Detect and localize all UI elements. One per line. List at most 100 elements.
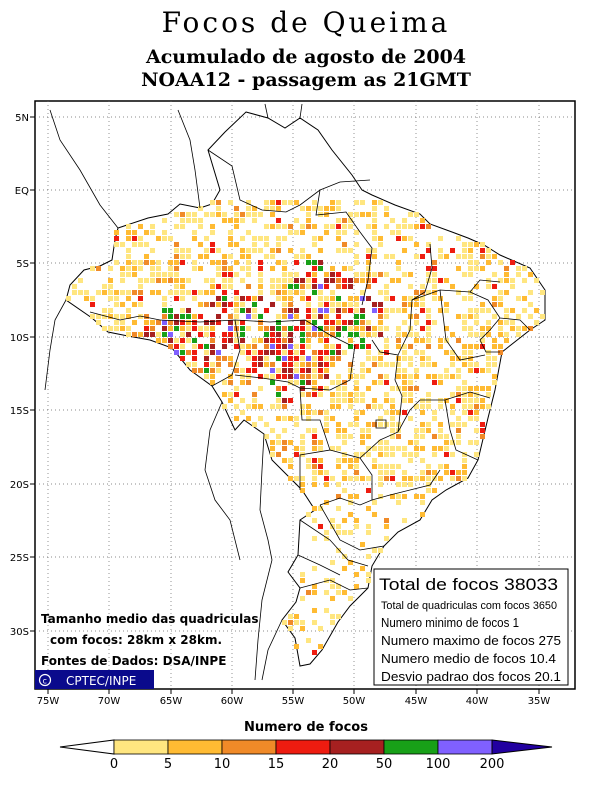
fire-cell bbox=[414, 338, 419, 343]
fire-cell bbox=[312, 272, 317, 277]
fire-cell bbox=[378, 404, 383, 409]
fire-cell bbox=[414, 242, 419, 247]
lon-label: 45W bbox=[405, 696, 428, 707]
fire-cell bbox=[348, 338, 353, 343]
fire-cell bbox=[354, 296, 359, 301]
brazil-outline bbox=[65, 111, 546, 667]
fire-cell bbox=[426, 356, 431, 361]
fire-cell bbox=[198, 206, 203, 211]
fire-cell bbox=[306, 428, 311, 433]
fire-cell bbox=[336, 320, 341, 325]
fire-cell bbox=[276, 200, 281, 205]
fire-cell bbox=[108, 284, 113, 289]
fire-cell bbox=[246, 248, 251, 253]
fire-cell bbox=[198, 344, 203, 349]
fire-cell bbox=[534, 320, 539, 325]
fire-cell bbox=[396, 368, 401, 373]
fire-cell bbox=[366, 368, 371, 373]
fire-cell bbox=[396, 332, 401, 337]
fire-cell bbox=[408, 296, 413, 301]
fire-cell bbox=[372, 464, 377, 469]
fire-cell bbox=[240, 344, 245, 349]
fire-cell bbox=[468, 398, 473, 403]
fire-cell bbox=[174, 350, 179, 355]
fire-cell bbox=[426, 266, 431, 271]
fire-cell bbox=[366, 224, 371, 229]
fire-cell bbox=[192, 230, 197, 235]
fire-cell bbox=[300, 392, 305, 397]
fire-cell bbox=[330, 560, 335, 565]
fire-cell bbox=[240, 320, 245, 325]
fire-cell bbox=[510, 308, 515, 313]
fire-cell bbox=[252, 422, 257, 427]
fire-cell bbox=[378, 416, 383, 421]
fire-cell bbox=[294, 356, 299, 361]
fire-cell bbox=[360, 542, 365, 547]
fire-cell bbox=[402, 398, 407, 403]
fire-cell bbox=[90, 266, 95, 271]
fire-cell bbox=[510, 320, 515, 325]
fire-cell bbox=[288, 356, 293, 361]
fire-cell bbox=[270, 302, 275, 307]
legend-swatch bbox=[167, 739, 223, 755]
fire-cell bbox=[420, 254, 425, 259]
fire-cell bbox=[258, 290, 263, 295]
fire-cell bbox=[474, 452, 479, 457]
fire-cell bbox=[210, 224, 215, 229]
fire-cell bbox=[330, 308, 335, 313]
fire-cell bbox=[264, 422, 269, 427]
fire-cell bbox=[336, 350, 341, 355]
fire-cell bbox=[222, 272, 227, 277]
fire-cell bbox=[444, 350, 449, 355]
fire-cell bbox=[288, 614, 293, 619]
fire-cell bbox=[336, 428, 341, 433]
fire-cell bbox=[240, 350, 245, 355]
fire-cell bbox=[240, 296, 245, 301]
fire-cell bbox=[252, 302, 257, 307]
fire-cell bbox=[426, 290, 431, 295]
fire-cell bbox=[372, 302, 377, 307]
fire-cell bbox=[462, 476, 467, 481]
fire-cell bbox=[240, 236, 245, 241]
fire-cell bbox=[222, 278, 227, 283]
fire-cell bbox=[372, 278, 377, 283]
fire-cell bbox=[192, 296, 197, 301]
fire-cell bbox=[186, 278, 191, 283]
fire-cell bbox=[342, 218, 347, 223]
fire-cell bbox=[282, 302, 287, 307]
fire-cell bbox=[270, 404, 275, 409]
fire-cell bbox=[384, 524, 389, 529]
fire-cell bbox=[462, 404, 467, 409]
fire-cell bbox=[360, 440, 365, 445]
fire-cell bbox=[270, 338, 275, 343]
fire-cell bbox=[174, 248, 179, 253]
legend-tick-label: 0 bbox=[110, 757, 118, 772]
fire-cell bbox=[186, 350, 191, 355]
fire-cell bbox=[348, 362, 353, 367]
fire-cell bbox=[258, 320, 263, 325]
fire-cell bbox=[378, 236, 383, 241]
fire-cell bbox=[438, 374, 443, 379]
fire-cell bbox=[414, 212, 419, 217]
fire-cell bbox=[324, 314, 329, 319]
fire-cell bbox=[456, 422, 461, 427]
fire-cell bbox=[330, 350, 335, 355]
fire-cell bbox=[246, 416, 251, 421]
fire-cell bbox=[144, 260, 149, 265]
fire-cell bbox=[156, 338, 161, 343]
fire-cell bbox=[234, 320, 239, 325]
fire-cell bbox=[354, 272, 359, 277]
fire-cell bbox=[336, 482, 341, 487]
fire-cell bbox=[264, 236, 269, 241]
fire-cell bbox=[366, 578, 371, 583]
fire-cell bbox=[204, 344, 209, 349]
map-subtitle-period: Acumulado de agosto de 2004 bbox=[145, 46, 467, 68]
fire-cell bbox=[468, 254, 473, 259]
fire-cell bbox=[516, 272, 521, 277]
fire-cell bbox=[384, 296, 389, 301]
fire-cell bbox=[294, 254, 299, 259]
fire-cell bbox=[150, 326, 155, 331]
fire-cell bbox=[312, 290, 317, 295]
fire-cell bbox=[372, 512, 377, 517]
lon-label: 70W bbox=[98, 696, 121, 707]
